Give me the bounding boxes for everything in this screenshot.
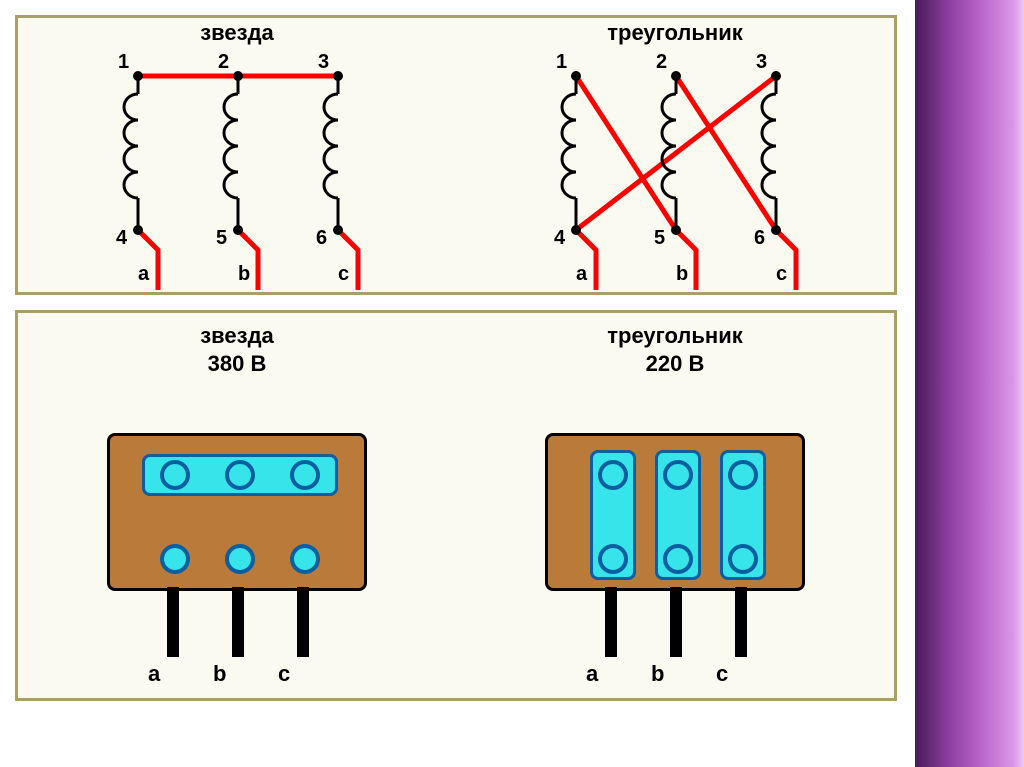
star-bot-6: 6: [316, 227, 327, 249]
star-hole-2: [225, 460, 255, 490]
star-label-a: a: [148, 661, 160, 687]
delta-hole-5: [663, 544, 693, 574]
delta-hole-2: [663, 460, 693, 490]
svg-text:5: 5: [654, 227, 665, 249]
star-phase-c: c: [338, 263, 349, 285]
star-hole-5: [225, 544, 255, 574]
delta-hole-4: [598, 544, 628, 574]
delta-label-b: b: [651, 661, 664, 687]
delta-label-c: c: [716, 661, 728, 687]
svg-text:6: 6: [754, 227, 765, 249]
delta-hole-6: [728, 544, 758, 574]
svg-text:a: a: [576, 263, 588, 285]
star-phase-a: a: [138, 263, 150, 285]
delta-terminal-block: [545, 433, 805, 591]
svg-text:4: 4: [554, 227, 566, 249]
star-label-c: c: [278, 661, 290, 687]
svg-text:3: 3: [756, 51, 767, 73]
delta-wire-b: [670, 587, 682, 657]
top-panel: звезда: [15, 15, 897, 295]
delta-schematic: треугольник: [456, 18, 894, 292]
star-label-b: b: [213, 661, 226, 687]
star-terminal-diagram: звезда 380 В a b c: [18, 313, 456, 698]
star-top-2: 2: [218, 51, 229, 73]
delta-hole-3: [728, 460, 758, 490]
delta-voltage-line1: треугольник: [607, 323, 742, 349]
sidebar-gradient: [915, 0, 1024, 767]
delta-svg: 1 2 3 4 5 6 a b c: [456, 18, 896, 298]
bottom-panel: звезда 380 В a b c: [15, 310, 897, 701]
star-hole-1: [160, 460, 190, 490]
svg-text:b: b: [676, 263, 688, 285]
delta-wire-a: [605, 587, 617, 657]
delta-voltage-line2: 220 В: [646, 351, 705, 377]
star-bot-4: 4: [116, 227, 128, 249]
star-terminal-block: [107, 433, 367, 591]
star-hole-6: [290, 544, 320, 574]
star-wire-c: [297, 587, 309, 657]
star-bot-5: 5: [216, 227, 227, 249]
star-wire-b: [232, 587, 244, 657]
delta-wire-c: [735, 587, 747, 657]
delta-terminal-diagram: треугольник 220 В a b c: [456, 313, 894, 698]
star-top-3: 3: [318, 51, 329, 73]
star-top-1: 1: [118, 51, 129, 73]
svg-text:1: 1: [556, 51, 567, 73]
star-svg: 1 2 3 4 5 6 a b c: [18, 18, 458, 298]
star-wire-a: [167, 587, 179, 657]
svg-text:c: c: [776, 263, 787, 285]
star-phase-b: b: [238, 263, 250, 285]
star-voltage-line1: звезда: [200, 323, 274, 349]
star-hole-3: [290, 460, 320, 490]
star-voltage-line2: 380 В: [208, 351, 267, 377]
svg-text:2: 2: [656, 51, 667, 73]
delta-hole-1: [598, 460, 628, 490]
star-hole-4: [160, 544, 190, 574]
delta-label-a: a: [586, 661, 598, 687]
star-schematic: звезда: [18, 18, 456, 292]
